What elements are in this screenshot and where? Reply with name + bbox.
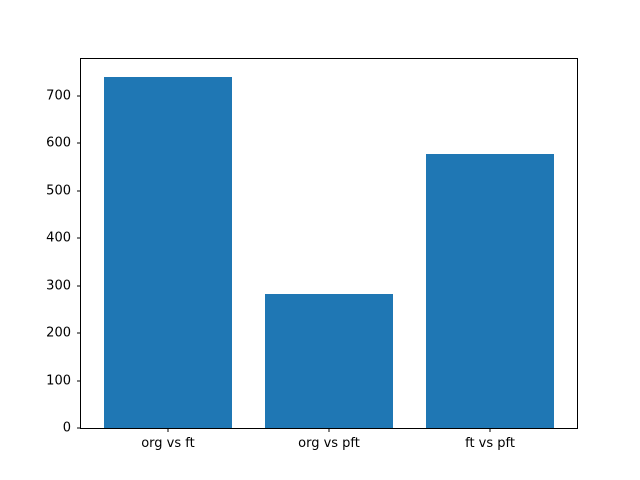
y-tick-mark (77, 237, 81, 239)
y-tick-label: 100 (46, 373, 71, 388)
x-tick-mark (328, 428, 330, 432)
y-tick-mark (77, 95, 81, 97)
y-tick-mark (77, 380, 81, 381)
y-tick-label: 300 (46, 278, 71, 294)
y-tick-label: 400 (46, 230, 71, 246)
y-tick-mark (77, 285, 81, 287)
y-tick-label: 700 (46, 88, 71, 104)
x-tick-mark (167, 428, 169, 432)
y-tick-label: 500 (46, 183, 71, 199)
x-tick-label: ft vs pft (465, 436, 515, 451)
plot-area: 0 100 200 300 400 500 600 700 org vs ft org vs p… (46, 58, 578, 451)
x-tick-label: org vs ft (141, 436, 195, 451)
x-tick-label: org vs pft (298, 436, 360, 451)
bar-ft-vs-pft (425, 153, 555, 428)
y-tick-mark (77, 427, 81, 429)
y-tick-label: 600 (46, 135, 71, 151)
y-tick-mark (77, 332, 81, 334)
x-tick-mark (489, 428, 491, 432)
y-tick-label: 200 (46, 325, 71, 341)
y-tick-mark (77, 142, 81, 144)
bar-org-vs-pft (264, 293, 394, 428)
y-tick-mark (77, 190, 81, 192)
y-tick-label: 0 (62, 420, 71, 436)
bar-org-vs-ft (103, 76, 233, 428)
